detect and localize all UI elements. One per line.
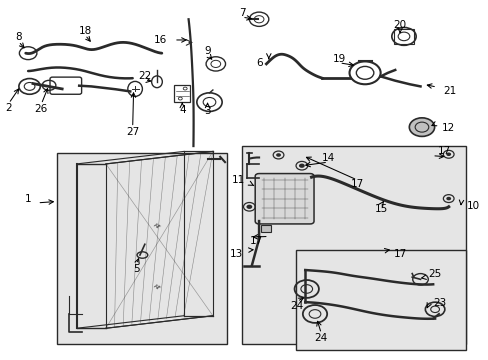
FancyBboxPatch shape <box>255 174 313 224</box>
Text: 25: 25 <box>427 269 441 279</box>
Text: 26: 26 <box>35 104 48 113</box>
Text: 24: 24 <box>290 301 303 311</box>
Text: 20: 20 <box>393 19 406 30</box>
Circle shape <box>408 118 434 136</box>
Text: 2: 2 <box>5 103 12 113</box>
Circle shape <box>298 163 304 168</box>
Bar <box>393 29 413 44</box>
Circle shape <box>276 153 281 157</box>
Bar <box>174 85 190 102</box>
Bar <box>295 249 465 350</box>
Text: 10: 10 <box>466 201 479 211</box>
Text: 8: 8 <box>15 32 21 42</box>
Text: 11: 11 <box>232 175 245 185</box>
Text: 3: 3 <box>204 107 210 116</box>
Text: 1: 1 <box>25 194 31 203</box>
Text: AF: AF <box>152 222 162 230</box>
Circle shape <box>246 204 252 209</box>
Text: 17: 17 <box>393 249 407 259</box>
Text: 16: 16 <box>153 35 166 45</box>
Text: 18: 18 <box>78 26 91 36</box>
Text: 23: 23 <box>432 298 446 308</box>
Text: 17: 17 <box>249 236 263 246</box>
Text: 5: 5 <box>133 264 140 274</box>
Bar <box>260 225 271 232</box>
Text: 4: 4 <box>179 105 185 115</box>
Text: 19: 19 <box>332 54 345 64</box>
Bar <box>57 153 227 344</box>
Text: 6: 6 <box>256 58 263 68</box>
Text: 13: 13 <box>230 249 243 259</box>
Text: 24: 24 <box>314 333 327 343</box>
Text: 17: 17 <box>437 147 450 157</box>
Bar <box>242 146 465 344</box>
Text: 15: 15 <box>374 203 387 213</box>
Text: 22: 22 <box>138 71 151 81</box>
Text: 14: 14 <box>321 153 334 163</box>
Text: AF: AF <box>152 283 162 291</box>
Circle shape <box>446 197 450 201</box>
Text: 21: 21 <box>442 86 455 96</box>
Text: 12: 12 <box>441 123 454 133</box>
Circle shape <box>446 153 450 156</box>
Text: 27: 27 <box>126 127 139 137</box>
Text: 7: 7 <box>238 8 245 18</box>
Text: 9: 9 <box>204 46 211 56</box>
Text: 17: 17 <box>350 179 363 189</box>
